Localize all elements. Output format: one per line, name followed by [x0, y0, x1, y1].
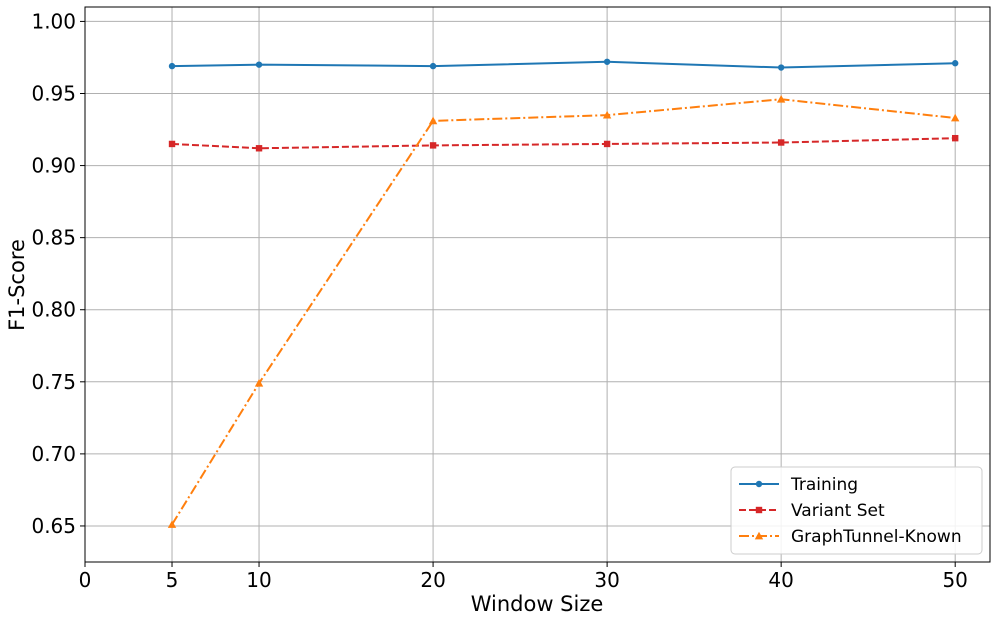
series-line [171, 98, 956, 526]
y-tick-label: 0.90 [31, 154, 76, 178]
x-tick-label: 40 [768, 568, 793, 592]
y-tick-label: 0.80 [31, 298, 76, 322]
y-tick-label: 0.65 [31, 514, 76, 538]
y-axis-label: F1-Score [5, 239, 29, 331]
y-tick-label: 1.00 [31, 9, 76, 33]
x-tick-label: 50 [942, 568, 967, 592]
legend-marker [755, 480, 763, 488]
y-tick-label: 0.70 [31, 442, 76, 466]
series-line [171, 137, 956, 150]
legend-item: Training [739, 475, 858, 495]
series-layer [167, 58, 960, 528]
x-tick-label: 30 [594, 568, 619, 592]
data-point [951, 134, 959, 142]
plot-frame [84, 6, 991, 563]
legend-label: Training [790, 475, 858, 495]
data-point [428, 116, 438, 125]
y-axis: 0.65 0.70 0.75 0.80 0.85 0.90 0.95 1.00 [31, 9, 85, 538]
legend-label: Variant Set [791, 501, 885, 521]
legend-item: GraphTunnel-Known [739, 527, 962, 547]
data-point [255, 61, 263, 68]
data-point [255, 145, 263, 152]
x-tick-label: 10 [246, 568, 271, 592]
data-point [777, 139, 785, 146]
legend-marker [754, 531, 764, 540]
legend-label: GraphTunnel-Known [791, 527, 962, 547]
legend-box [730, 466, 983, 555]
legend: Training Variant Set GraphTunnel-Known [730, 466, 983, 555]
y-tick-label: 0.95 [31, 81, 76, 105]
x-tick-label: 20 [420, 568, 445, 592]
data-point [429, 62, 437, 70]
data-point [429, 142, 437, 149]
data-point [168, 140, 176, 148]
data-point [602, 110, 612, 119]
data-point [254, 379, 264, 387]
y-tick-label: 0.75 [31, 370, 76, 394]
legend-marker [755, 506, 763, 514]
data-point [167, 520, 177, 528]
series-line [172, 60, 956, 69]
data-point [777, 64, 785, 71]
x-tick-label: 0 [79, 568, 92, 592]
series-variant-set [168, 134, 959, 152]
legend-item: Variant Set [739, 501, 885, 521]
data-point [776, 95, 786, 103]
x-axis-label: Window Size [471, 592, 604, 616]
series-training [168, 58, 959, 71]
y-tick-label: 0.85 [31, 226, 76, 250]
x-tick-label: 5 [166, 568, 179, 592]
data-point [168, 62, 176, 70]
data-point [603, 58, 611, 65]
data-point [950, 113, 960, 122]
data-point [951, 60, 959, 67]
x-axis: 0 5 10 20 30 40 50 [79, 562, 968, 592]
data-point [603, 140, 611, 148]
series-graphtunnel-known [167, 95, 960, 528]
